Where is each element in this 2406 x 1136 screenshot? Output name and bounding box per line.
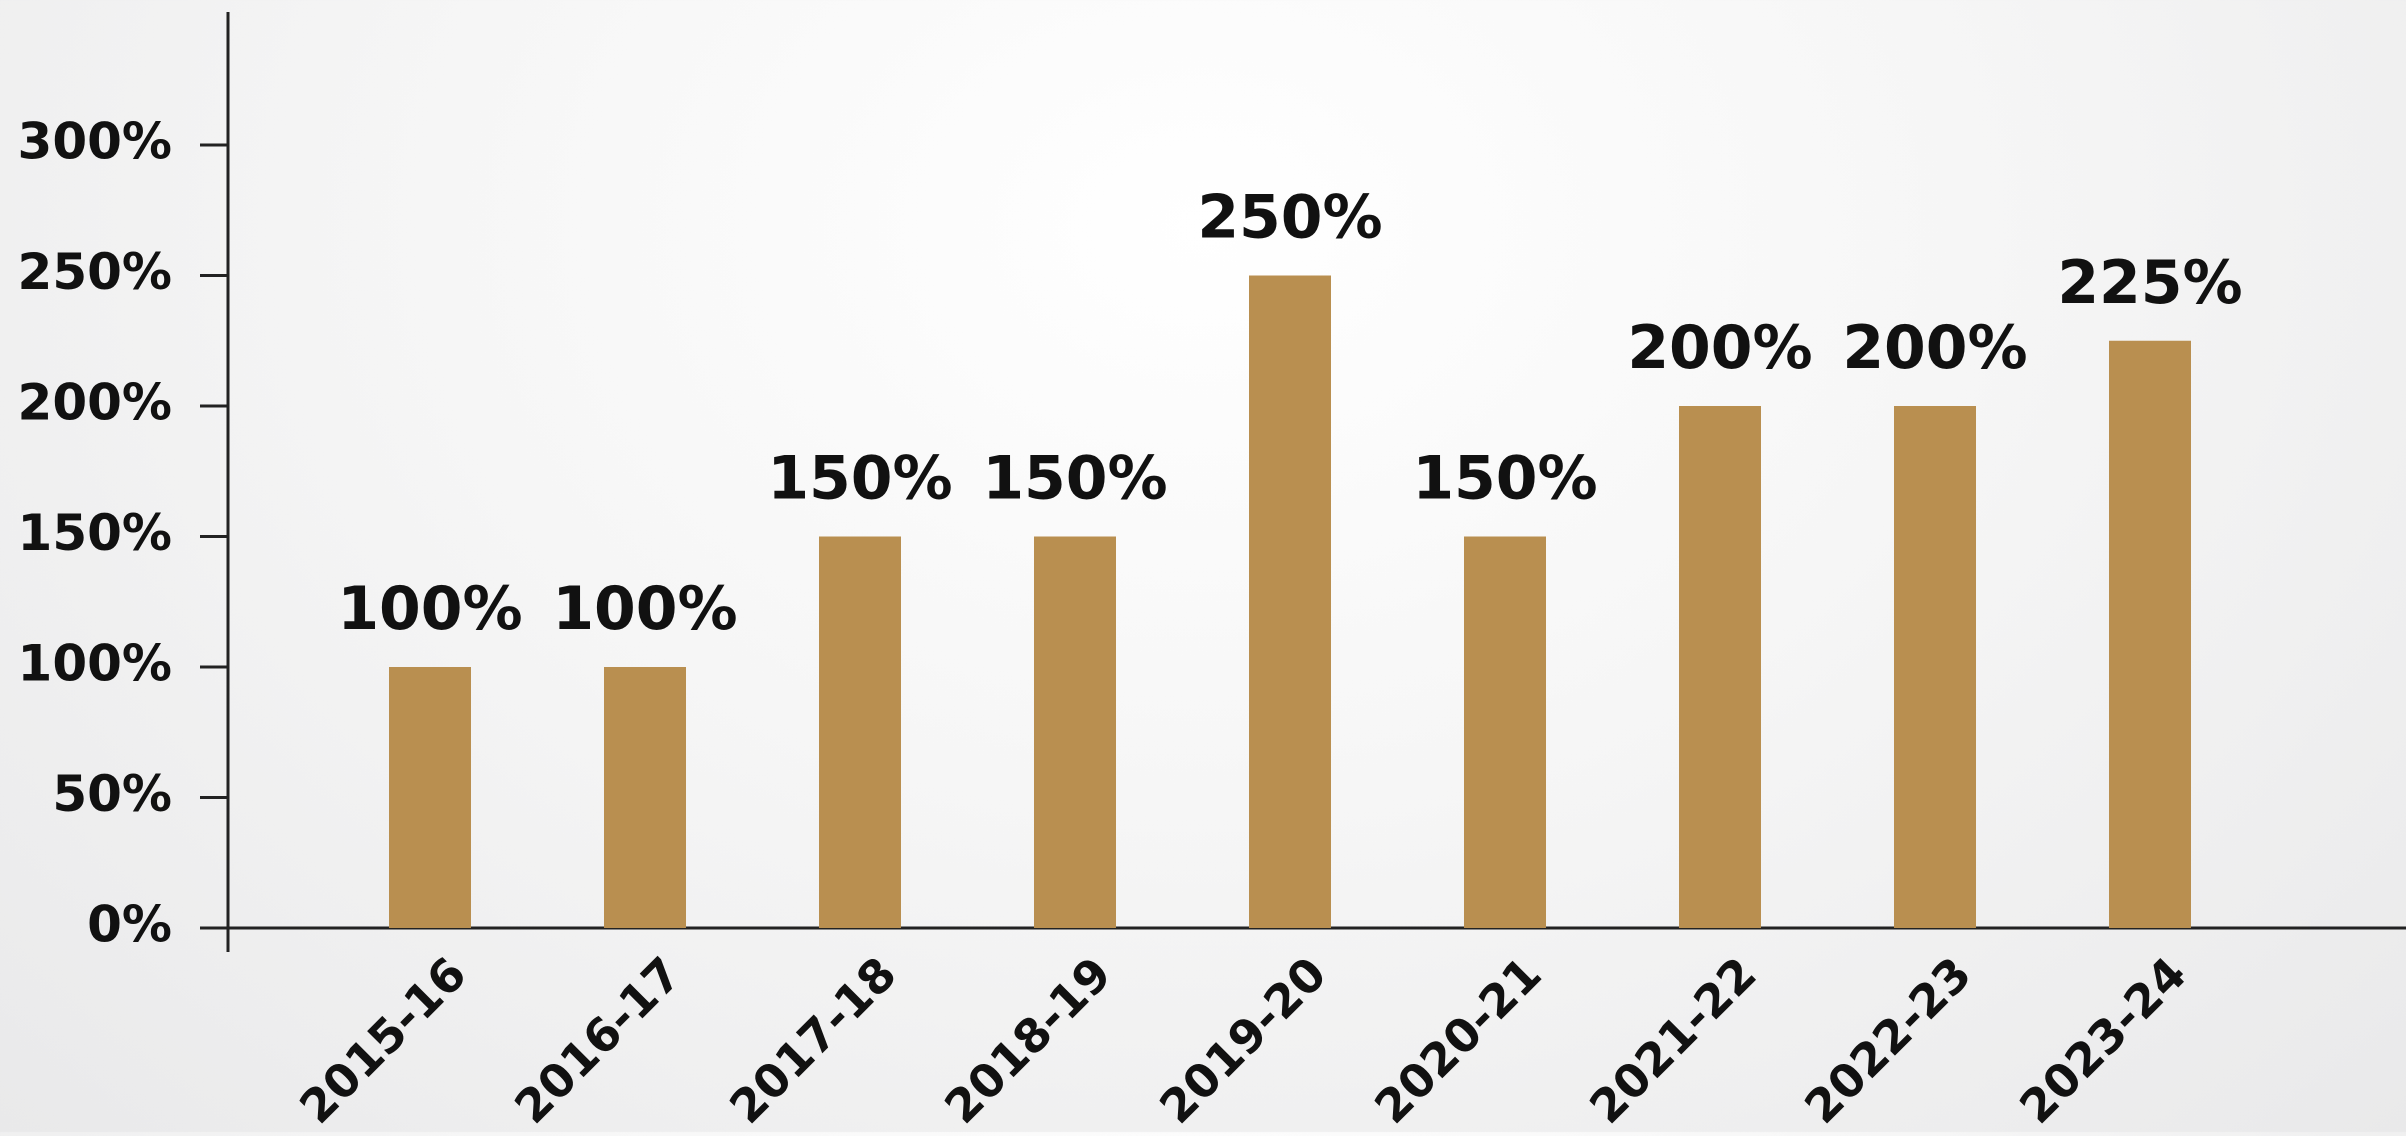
bar-value-label: 200% (1627, 313, 1812, 383)
y-tick-label: 200% (18, 374, 172, 432)
x-tick-label: 2021-22 (1579, 946, 1766, 1132)
bars (389, 275, 2191, 928)
bar (1464, 536, 1546, 928)
x-tick-label: 2016-17 (504, 946, 691, 1132)
x-tick-label: 2022-23 (1794, 946, 1981, 1132)
bar (1894, 406, 1976, 928)
bar-value-label: 250% (1197, 183, 1382, 253)
y-tick-label: 50% (52, 765, 172, 823)
bar-value-label: 150% (767, 444, 952, 514)
y-tick-label: 250% (18, 243, 172, 301)
bar (1034, 536, 1116, 928)
x-axis-tick-labels: 2015-16 2016-17 2017-18 2018-19 2019-20 2020-… (289, 946, 2196, 1133)
bar (389, 667, 471, 928)
bar-value-label: 100% (337, 574, 522, 644)
x-tick-label: 2015-16 (289, 946, 476, 1132)
y-tick-label: 0% (87, 896, 172, 954)
y-tick-label: 150% (18, 504, 172, 562)
bar (1679, 406, 1761, 928)
bar-value-label: 150% (1412, 444, 1597, 514)
y-tick-label: 100% (18, 635, 172, 693)
x-tick-label: 2020-21 (1364, 946, 1551, 1132)
bar-value-label: 100% (552, 574, 737, 644)
bar-value-label: 200% (1842, 313, 2027, 383)
bar (2109, 340, 2191, 928)
x-tick-label: 2017-18 (719, 946, 906, 1132)
bar (604, 667, 686, 928)
bar (1249, 275, 1331, 928)
x-tick-label: 2019-20 (1149, 946, 1336, 1132)
x-tick-label: 2018-19 (934, 946, 1121, 1132)
x-tick-label: 2023-24 (2009, 946, 2196, 1132)
bar (819, 536, 901, 928)
bar-data-labels: 100% 100% 150% 150% 250% 150% 200% 200% 225% (337, 183, 2242, 645)
bar-value-label: 150% (982, 444, 1167, 514)
bar-value-label: 225% (2057, 248, 2242, 318)
y-axis-ticks: 0% 50% 100% 150% 200% 250% 300% (18, 113, 228, 954)
y-tick-label: 300% (18, 113, 172, 171)
